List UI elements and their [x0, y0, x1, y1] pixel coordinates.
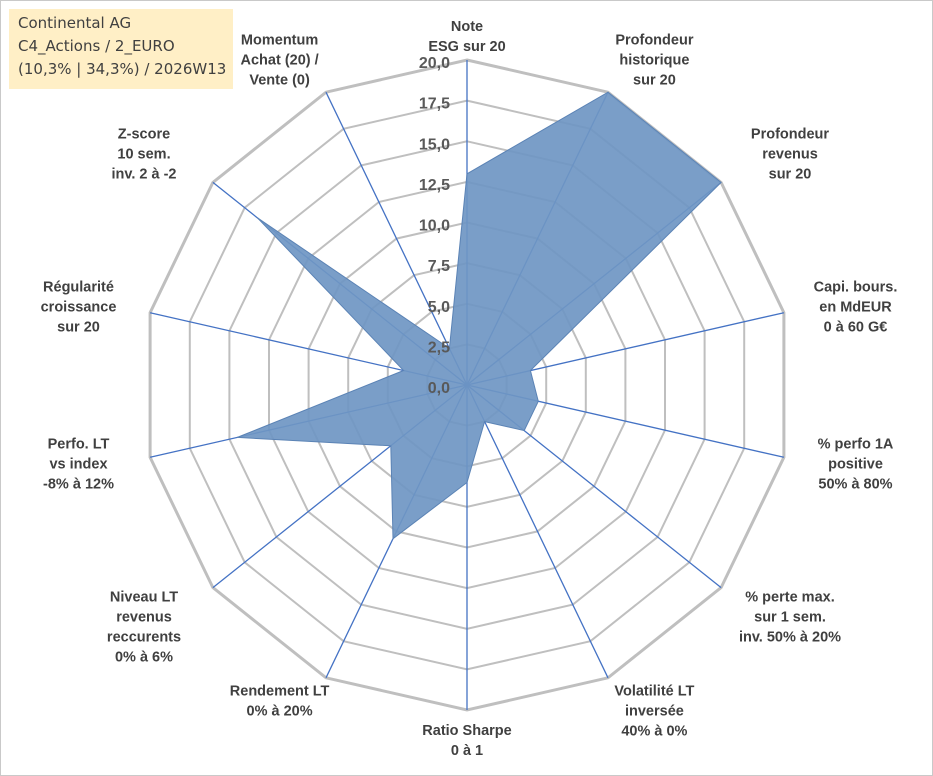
axis-label: Rendement LT 0% à 20% — [230, 683, 330, 719]
axis-label: Capi. bours. en MdEUR 0 à 60 G€ — [814, 280, 898, 336]
axis-spoke — [466, 384, 609, 679]
axis-label: Profondeur revenus sur 20 — [751, 127, 829, 183]
axis-label: % perte max. sur 1 sem. inv. 50% à 20% — [739, 589, 841, 645]
performance-summary: (10,3% | 34,3%) / 2026W13 — [18, 60, 227, 78]
tick-layer: 0,0 2,5 5,0 7,5 10,0 12,5 15,0 17,5 20,0 — [419, 55, 450, 397]
tick-label: 0,0 — [428, 380, 450, 397]
company-name: Continental AG — [18, 14, 132, 32]
tick-label: 5,0 — [428, 299, 450, 316]
tick-label: 7,5 — [428, 258, 450, 275]
tick-label: 2,5 — [428, 339, 450, 356]
tick-label: 10,0 — [419, 218, 450, 235]
axis-label: Note ESG sur 20 — [428, 19, 505, 55]
label-layer: Note ESG sur 20 Profondeur historique sur 20… — [41, 19, 898, 759]
axis-label: Z-score 10 sem. inv. 2 à -2 — [111, 127, 176, 183]
tick-label: 17,5 — [419, 96, 450, 113]
tick-label: 20,0 — [419, 55, 450, 72]
axis-label: Niveau LT revenus reccurents 0% à 6% — [107, 589, 181, 665]
axis-label: Ratio Sharpe 0 à 1 — [422, 723, 511, 759]
axis-label: Momentum Achat (20) / Vente (0) — [241, 33, 319, 89]
series-layer — [237, 91, 722, 540]
tick-label: 15,0 — [419, 136, 450, 153]
axis-label: Profondeur historique sur 20 — [615, 33, 693, 89]
series-area — [237, 91, 722, 540]
axis-label: % perfo 1A positive 50% à 80% — [818, 437, 894, 493]
axis-spoke — [325, 91, 468, 386]
axis-label: Perfo. LT vs index -8% à 12% — [43, 437, 114, 493]
axis-label: Volatilité LT inversée 40% à 0% — [614, 683, 694, 739]
tick-label: 12,5 — [419, 177, 450, 194]
axis-label: Régularité croissance sur 20 — [41, 280, 117, 336]
info-box: Continental AG C4_Actions / 2_EURO (10,3… — [9, 9, 233, 89]
category-label: C4_Actions / 2_EURO — [18, 37, 175, 55]
